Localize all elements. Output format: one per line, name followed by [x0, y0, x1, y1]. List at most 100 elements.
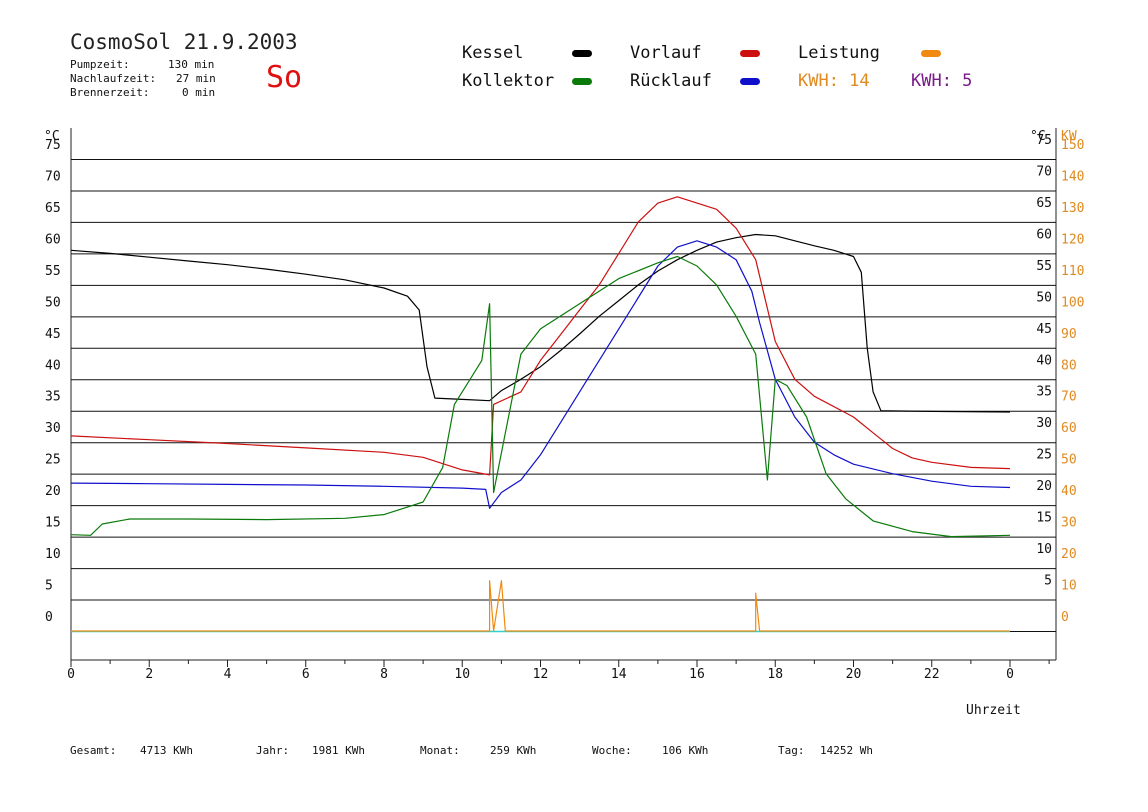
nachlaufzeit-value: 27 min: [176, 72, 216, 85]
day-label: So: [266, 60, 303, 95]
footer-jahr-value: 1981 KWh: [312, 744, 365, 757]
legend-leistung: Leistung: [798, 43, 880, 63]
legend-vorlauf-swatch: [740, 50, 760, 57]
x-tick-label: 18: [767, 667, 783, 682]
x-tick-label: 8: [380, 667, 388, 682]
y-tick-label-right-c: 35: [1036, 385, 1052, 400]
y-tick-label-left: 0: [45, 610, 53, 625]
x-tick-label: 20: [846, 667, 862, 682]
y-tick-label-left: 25: [45, 453, 61, 468]
y-tick-label-right-kw: 110: [1061, 264, 1084, 279]
legend-kollektor-swatch: [572, 78, 592, 85]
legend-kessel: Kessel: [462, 43, 524, 63]
y-tick-label-right-kw: 120: [1061, 232, 1084, 247]
y-tick-label-right-kw: 20: [1061, 547, 1077, 562]
x-tick-label: 22: [924, 667, 940, 682]
y-tick-label-left: 15: [45, 516, 61, 531]
y-tick-label-right-c: 45: [1036, 322, 1052, 337]
footer-gesamt-value: 4713 KWh: [140, 744, 193, 757]
series-kessel: [70, 233, 1011, 413]
footer-monat-value: 259 KWh: [490, 744, 537, 757]
y-axis-unit-right-c: °C: [1030, 129, 1046, 144]
y-tick-label-right-kw: 90: [1061, 327, 1077, 342]
x-tick-label: 4: [224, 667, 232, 682]
footer-woche-label: Woche:: [592, 744, 632, 757]
x-tick-label: 0: [1006, 667, 1014, 682]
y-tick-label-right-c: 75: [1036, 133, 1052, 148]
y-tick-label-left: 45: [45, 327, 61, 342]
pumpzeit-value: 130 min: [168, 58, 215, 71]
legend-vorlauf: Vorlauf: [630, 43, 702, 63]
y-tick-label-right-c: 25: [1036, 448, 1052, 463]
series-ruecklauf: [70, 240, 1011, 509]
y-tick-label-left: 20: [45, 484, 61, 499]
x-tick-label: 10: [454, 667, 470, 682]
legend-leistung-swatch: [921, 50, 941, 57]
y-tick-label-right-kw: 140: [1061, 169, 1084, 184]
y-tick-label-left: 10: [45, 547, 61, 562]
footer-monat-label: Monat:: [420, 744, 460, 757]
y-tick-label-right-c: 50: [1036, 290, 1052, 305]
y-tick-label-right-kw: 10: [1061, 579, 1077, 594]
chart-title: CosmoSol 21.9.2003: [70, 30, 298, 54]
legend-ruecklauf-swatch: [740, 78, 760, 85]
y-tick-label-right-c: 30: [1036, 416, 1052, 431]
y-tick-label-left: 35: [45, 390, 61, 405]
y-tick-label-left: 40: [45, 358, 61, 373]
y-tick-label-right-c: 60: [1036, 227, 1052, 242]
y-tick-label-right-c: 40: [1036, 353, 1052, 368]
series-leistung: [71, 580, 1010, 632]
y-tick-label-right-c: 15: [1036, 511, 1052, 526]
y-tick-label-left: 50: [45, 295, 61, 310]
y-tick-label-right-c: 20: [1036, 479, 1052, 494]
legend-kollektor: Kollektor: [462, 71, 555, 91]
y-tick-label-left: 75: [45, 138, 61, 153]
y-tick-label-right-kw: 150: [1061, 138, 1084, 153]
x-tick-label: 6: [302, 667, 310, 682]
y-tick-label-right-kw: 70: [1061, 390, 1077, 405]
y-tick-label-right-kw: 50: [1061, 453, 1077, 468]
footer-tag-label: Tag:: [778, 744, 805, 757]
y-tick-label-right-c: 70: [1036, 164, 1052, 179]
legend-ruecklauf: Rücklauf: [630, 71, 712, 91]
y-axis-unit-right-kw: KW: [1061, 129, 1077, 144]
legend-kwh-2: KWH: 5: [911, 71, 973, 91]
pumpzeit-label: Pumpzeit:: [70, 58, 130, 71]
y-tick-label-right-kw: 40: [1061, 484, 1077, 499]
y-tick-label-left: 65: [45, 201, 61, 216]
y-tick-label-right-c: 10: [1036, 542, 1052, 557]
y-tick-label-left: 55: [45, 264, 61, 279]
y-tick-label-right-kw: 0: [1061, 610, 1069, 625]
y-tick-label-right-kw: 100: [1061, 295, 1084, 310]
footer-tag-value: 14252 Wh: [820, 744, 873, 757]
x-axis-label: Uhrzeit: [966, 703, 1021, 718]
y-axis-unit-left: °C: [44, 129, 60, 144]
footer-gesamt-label: Gesamt:: [70, 744, 117, 757]
x-tick-label: 0: [67, 667, 75, 682]
series-vorlauf: [70, 196, 1011, 476]
series-kollektor: [70, 255, 1011, 538]
x-tick-label: 2: [145, 667, 153, 682]
y-tick-label-right-kw: 80: [1061, 358, 1077, 373]
y-tick-label-left: 60: [45, 232, 61, 247]
nachlaufzeit-label: Nachlaufzeit:: [70, 72, 157, 85]
brennerzeit-label: Brennerzeit:: [70, 86, 150, 99]
y-tick-label-left: 5: [45, 579, 53, 594]
y-tick-label-right-kw: 30: [1061, 516, 1077, 531]
y-tick-label-right-c: 65: [1036, 196, 1052, 211]
x-tick-label: 12: [533, 667, 549, 682]
brennerzeit-value: 0 min: [182, 86, 216, 99]
y-tick-label-left: 70: [45, 169, 61, 184]
footer-woche-value: 106 KWh: [662, 744, 709, 757]
legend-kessel-swatch: [572, 50, 592, 57]
y-tick-label-left: 30: [45, 421, 61, 436]
legend-kwh-1: KWH: 14: [798, 71, 870, 91]
x-tick-label: 14: [611, 667, 627, 682]
y-tick-label-right-c: 55: [1036, 259, 1052, 274]
footer-jahr-label: Jahr:: [256, 744, 290, 757]
y-tick-label-right-kw: 60: [1061, 421, 1077, 436]
y-tick-label-right-kw: 130: [1061, 201, 1084, 216]
x-tick-label: 16: [689, 667, 705, 682]
y-tick-label-right-c: 5: [1044, 574, 1052, 589]
